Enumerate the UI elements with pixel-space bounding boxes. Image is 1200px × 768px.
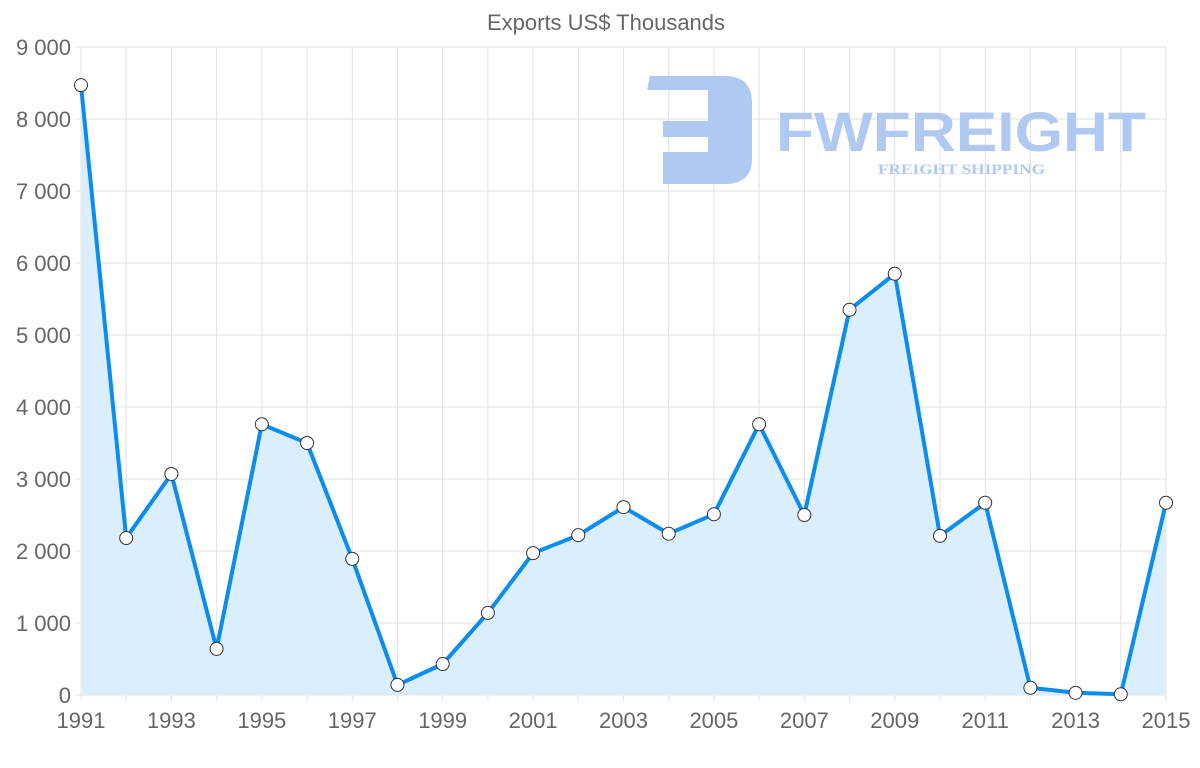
x-tick-label: 2013 xyxy=(1051,708,1100,733)
x-tick-label: 2009 xyxy=(870,708,919,733)
y-tick-label: 0 xyxy=(59,683,71,708)
data-point xyxy=(571,528,586,543)
y-tick-label: 9 000 xyxy=(16,35,71,60)
data-point xyxy=(1023,680,1038,695)
y-tick-label: 1 000 xyxy=(16,611,71,636)
data-point xyxy=(300,436,315,450)
x-tick-label: 1991 xyxy=(57,708,106,733)
series-area-fill xyxy=(81,85,1166,695)
x-tick-label: 2005 xyxy=(689,708,738,733)
data-point xyxy=(1159,495,1173,510)
data-point xyxy=(345,551,360,566)
data-point xyxy=(1068,685,1083,700)
data-point xyxy=(616,500,631,515)
data-point xyxy=(119,531,134,546)
watermark-logo: FWFREIGHT FREIGHT SHIPPING xyxy=(647,76,1146,184)
data-point xyxy=(932,528,947,543)
y-tick-label: 8 000 xyxy=(16,107,71,132)
x-tick-label: 2007 xyxy=(780,708,829,733)
data-point xyxy=(706,507,721,522)
data-points xyxy=(74,78,1173,702)
data-point xyxy=(164,466,179,481)
data-point xyxy=(661,526,676,541)
chart-title: Exports US$ Thousands xyxy=(487,10,725,35)
y-axis-ticks: 0 1 000 2 000 3 000 4 000 5 000 6 000 7 000 8 00… xyxy=(16,35,71,708)
y-tick-label: 4 000 xyxy=(16,395,71,420)
y-tick-label: 5 000 xyxy=(16,323,71,348)
y-tick-label: 6 000 xyxy=(16,251,71,276)
x-axis-ticks: 1991 1993 1995 1997 1999 2001 2003 2005 2007 2009… xyxy=(57,708,1191,733)
x-tick-label: 1993 xyxy=(147,708,196,733)
data-point xyxy=(842,302,857,317)
y-tick-label: 2 000 xyxy=(16,539,71,564)
y-tick-label: 3 000 xyxy=(16,467,71,492)
data-point xyxy=(209,641,224,656)
data-point xyxy=(1113,687,1128,702)
data-point xyxy=(390,677,405,692)
x-tick-label: 2003 xyxy=(599,708,648,733)
data-point xyxy=(752,417,767,432)
y-tick-label: 7 000 xyxy=(16,179,71,204)
data-point xyxy=(797,508,812,522)
x-tick-label: 2015 xyxy=(1142,708,1191,733)
x-tick-label: 1999 xyxy=(418,708,467,733)
data-point xyxy=(887,266,902,281)
x-tick-label: 2011 xyxy=(962,708,1009,733)
data-point xyxy=(978,495,993,510)
svg-text:FREIGHT SHIPPING: FREIGHT SHIPPING xyxy=(878,162,1045,178)
x-tick-label: 1995 xyxy=(237,708,286,733)
data-point xyxy=(74,78,88,93)
x-tick-label: 1997 xyxy=(328,708,377,733)
data-point xyxy=(254,417,269,432)
data-point xyxy=(435,657,450,672)
data-point xyxy=(480,605,495,620)
svg-text:FWFREIGHT: FWFREIGHT xyxy=(776,100,1146,163)
data-point xyxy=(526,546,541,561)
x-tick-label: 2001 xyxy=(509,708,558,733)
